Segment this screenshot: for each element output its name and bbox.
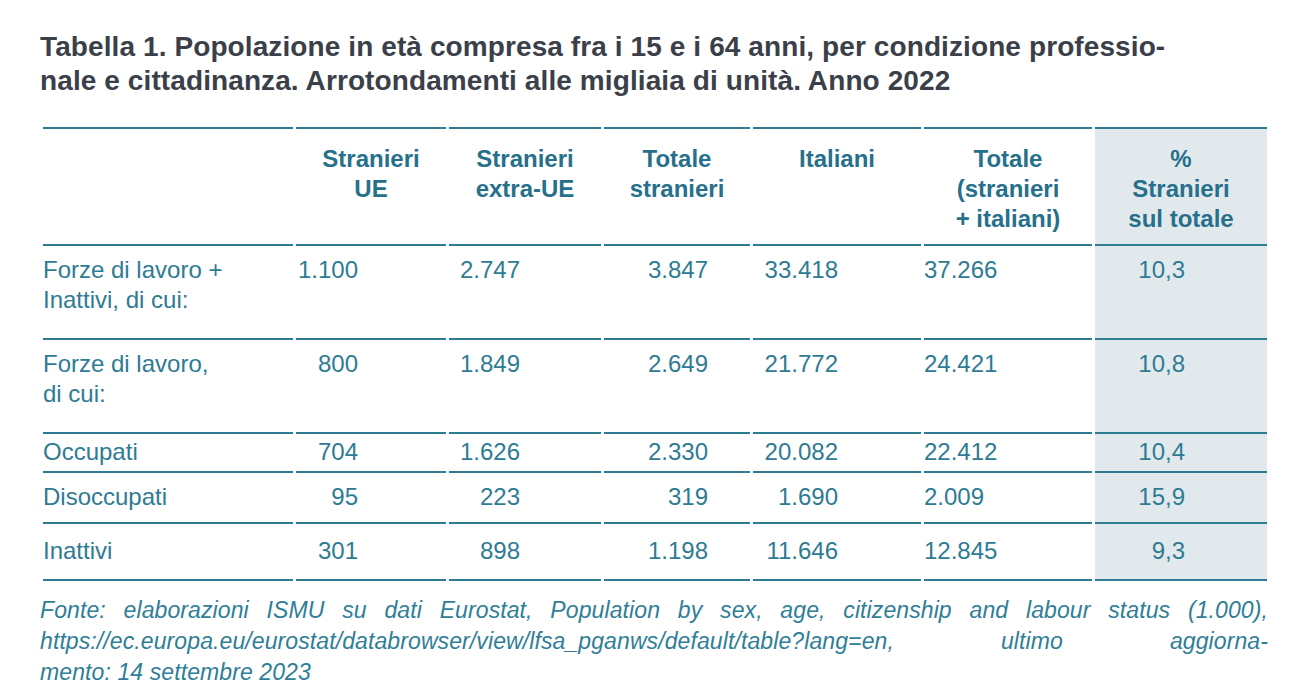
- cell-totale: 12.845: [924, 524, 1092, 581]
- table-row: Occupati 704 1.626 2.330 20.082 22.412 1…: [43, 434, 1267, 473]
- column-header-totale-stranieri: Totale stranieri: [604, 127, 750, 246]
- cell-italiani: 33.418: [753, 246, 921, 340]
- cell-stranieri-extra-ue: 1.626: [449, 434, 601, 473]
- cell-stranieri-extra-ue: 898: [449, 524, 601, 581]
- table-row: Forze di lavoro + Inattivi, di cui: 1.10…: [43, 246, 1267, 340]
- table-row: Forze di lavoro, di cui: 800 1.849 2.649…: [43, 340, 1267, 434]
- cell-stranieri-ue: 1.100: [296, 246, 446, 340]
- row-label: Occupati: [43, 434, 293, 473]
- row-label: Forze di lavoro + Inattivi, di cui:: [43, 246, 293, 340]
- cell-italiani: 20.082: [753, 434, 921, 473]
- column-header-stranieri-extra-ue: Stranieri extra-UE: [449, 127, 601, 246]
- report-page: Tabella 1. Popolazione in età compresa f…: [0, 0, 1306, 696]
- cell-pct-stranieri: 10,4: [1095, 434, 1267, 473]
- cell-italiani: 11.646: [753, 524, 921, 581]
- cell-stranieri-ue: 704: [296, 434, 446, 473]
- cell-totale-stranieri: 3.847: [604, 246, 750, 340]
- column-header-rowlabels: [43, 127, 293, 246]
- table-caption-line-2: nale e cittadinanza. Arrotondamenti alle…: [40, 64, 1270, 98]
- cell-totale: 2.009: [924, 473, 1092, 524]
- cell-pct-stranieri: 10,3: [1095, 246, 1267, 340]
- cell-italiani: 1.690: [753, 473, 921, 524]
- column-header-italiani: Italiani: [753, 127, 921, 246]
- cell-stranieri-extra-ue: 223: [449, 473, 601, 524]
- cell-stranieri-ue: 95: [296, 473, 446, 524]
- source-note: Fonte: elaborazioni ISMU su dati Eurosta…: [40, 595, 1268, 688]
- source-note-line-3: mento: 14 settembre 2023: [40, 657, 1268, 688]
- cell-totale: 37.266: [924, 246, 1092, 340]
- cell-totale-stranieri: 1.198: [604, 524, 750, 581]
- cell-pct-stranieri: 10,8: [1095, 340, 1267, 434]
- cell-pct-stranieri: 9,3: [1095, 524, 1267, 581]
- table-caption: Tabella 1. Popolazione in età compresa f…: [40, 30, 1270, 98]
- table-caption-line-1: Tabella 1. Popolazione in età compresa f…: [40, 30, 1270, 64]
- column-header-totale: Totale (stranieri + italiani): [924, 127, 1092, 246]
- header-row: Stranieri UE Stranieri extra-UE Totale s…: [43, 127, 1267, 246]
- row-label: Inattivi: [43, 524, 293, 581]
- population-table: Stranieri UE Stranieri extra-UE Totale s…: [40, 127, 1270, 581]
- cell-pct-stranieri: 15,9: [1095, 473, 1267, 524]
- table-row: Disoccupati 95 223 319 1.690 2.009 15,9: [43, 473, 1267, 524]
- cell-stranieri-extra-ue: 2.747: [449, 246, 601, 340]
- cell-stranieri-extra-ue: 1.849: [449, 340, 601, 434]
- cell-italiani: 21.772: [753, 340, 921, 434]
- cell-totale-stranieri: 2.649: [604, 340, 750, 434]
- cell-stranieri-ue: 800: [296, 340, 446, 434]
- cell-stranieri-ue: 301: [296, 524, 446, 581]
- column-header-pct-stranieri: % Stranieri sul totale: [1095, 127, 1267, 246]
- row-label: Disoccupati: [43, 473, 293, 524]
- source-note-line-1: Fonte: elaborazioni ISMU su dati Eurosta…: [40, 595, 1268, 626]
- table-row: Inattivi 301 898 1.198 11.646 12.845 9,3: [43, 524, 1267, 581]
- cell-totale-stranieri: 319: [604, 473, 750, 524]
- cell-totale-stranieri: 2.330: [604, 434, 750, 473]
- column-header-stranieri-ue: Stranieri UE: [296, 127, 446, 246]
- row-label: Forze di lavoro, di cui:: [43, 340, 293, 434]
- cell-totale: 22.412: [924, 434, 1092, 473]
- source-note-line-2: https://ec.europa.eu/eurostat/databrowse…: [40, 626, 1268, 657]
- cell-totale: 24.421: [924, 340, 1092, 434]
